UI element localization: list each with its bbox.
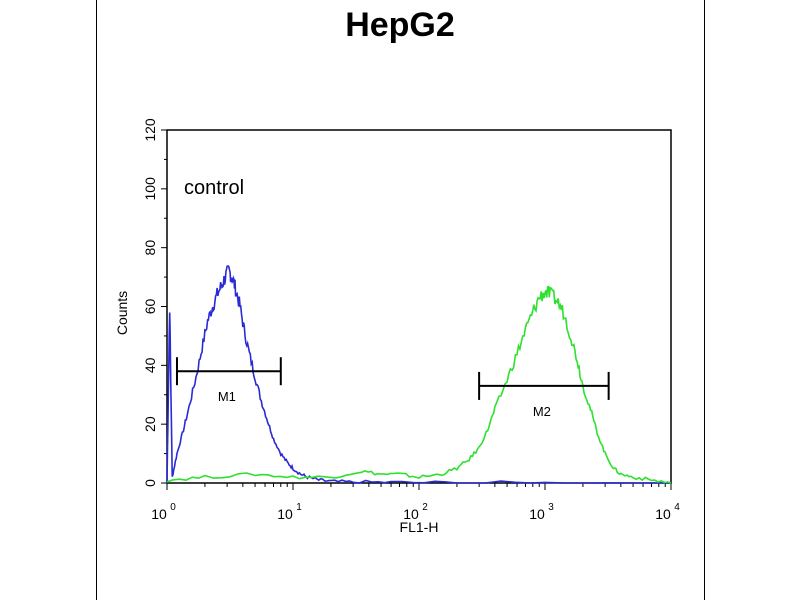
x-tick-exponent: 0 (170, 502, 176, 513)
x-tick-label: 10 (277, 506, 293, 522)
y-tick-label: 40 (142, 357, 158, 373)
y-tick-label: 120 (142, 118, 158, 142)
x-tick-label: 10 (529, 506, 545, 522)
x-tick-exponent: 4 (674, 502, 680, 513)
y-tick-label: 100 (142, 177, 158, 201)
y-tick-label: 20 (142, 416, 158, 432)
marker-label: M1 (218, 389, 236, 404)
x-tick-exponent: 3 (548, 502, 554, 513)
x-tick-label: 10 (655, 506, 671, 522)
x-axis-label: FL1-H (400, 519, 439, 535)
series-line-2 (166, 285, 672, 484)
y-tick-label: 80 (142, 240, 158, 256)
y-tick-label: 0 (142, 479, 158, 487)
y-axis-label: Counts (114, 291, 130, 335)
control-label: control (184, 177, 244, 199)
chart-title: HepG2 (345, 6, 455, 44)
x-tick-exponent: 1 (296, 502, 302, 513)
y-tick-label: 60 (142, 299, 158, 315)
figure-panel (96, 0, 705, 600)
x-tick-label: 10 (151, 506, 167, 522)
series-line-1 (166, 265, 671, 484)
x-tick-exponent: 2 (422, 502, 428, 513)
x-tick-label: 10 (403, 506, 419, 522)
marker-label: M2 (533, 404, 551, 419)
